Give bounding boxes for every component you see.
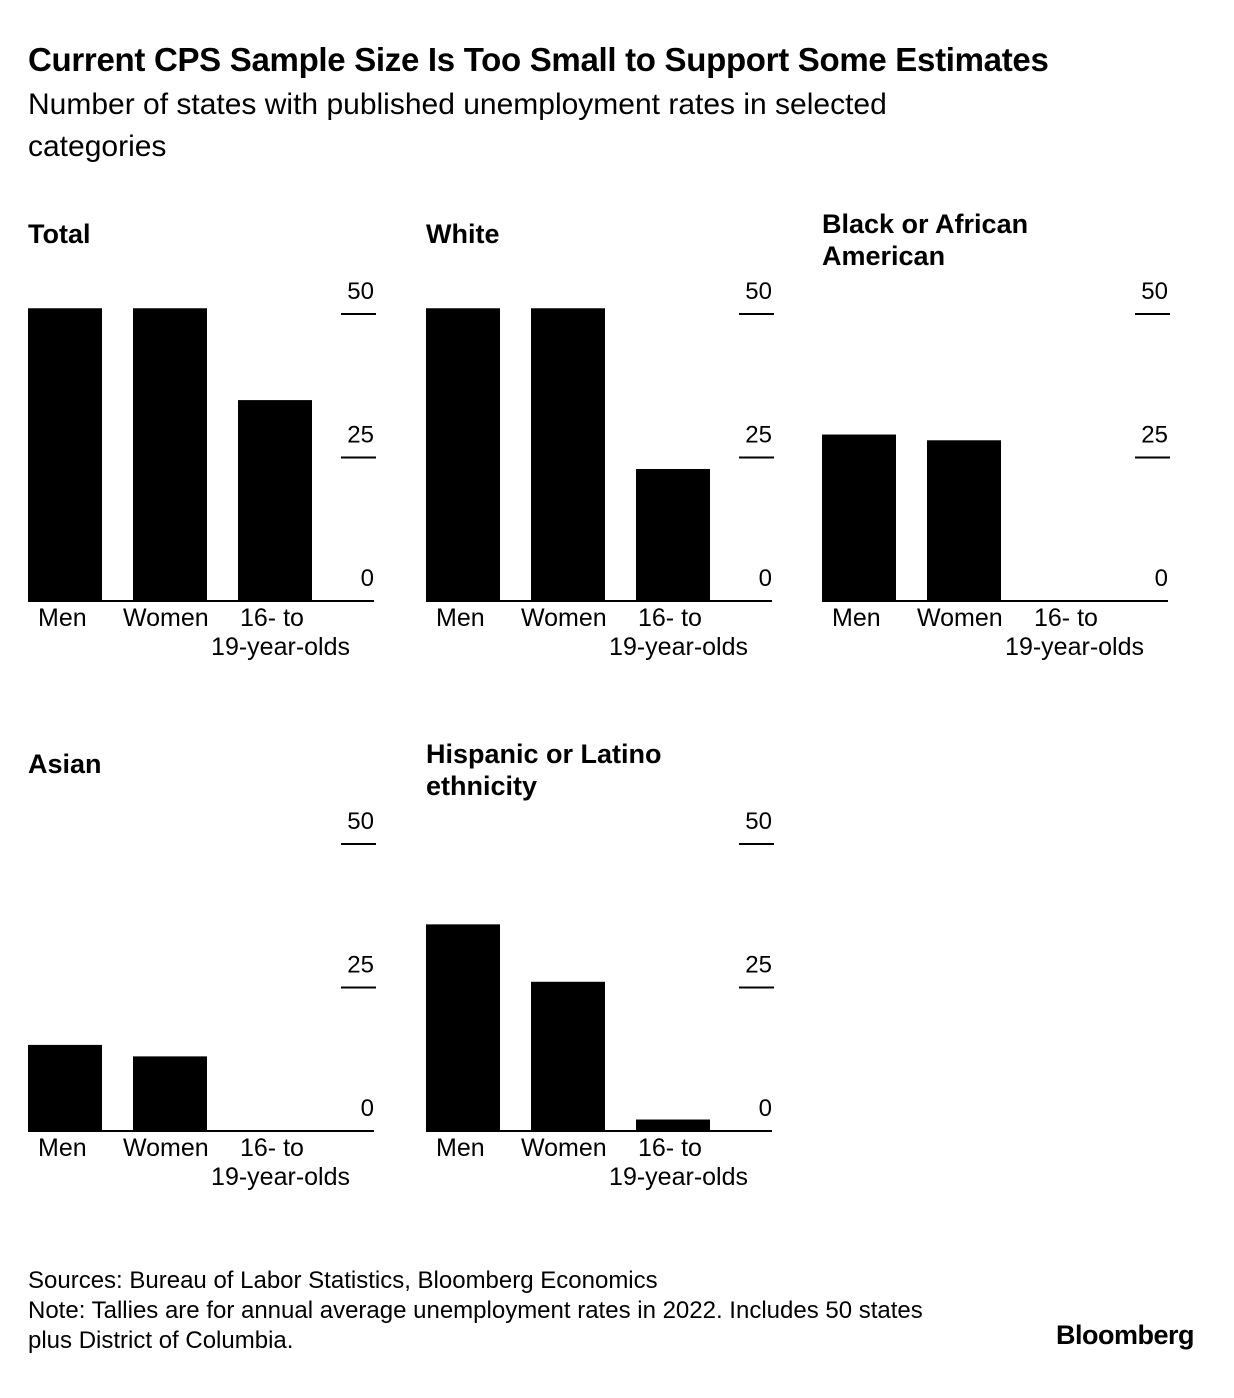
y-tick-label: 0 <box>1155 565 1168 592</box>
panel-title: Black or African American <box>822 209 1029 271</box>
panel-total: Total 50 25 0 Men Women 16- to 19-year-olds <box>28 216 388 661</box>
chart-footer: Sources: Bureau of Labor Statistics, Blo… <box>28 1266 1028 1356</box>
panel-title: Total <box>28 219 91 249</box>
x-tick-label: 16- to 19-year-olds <box>211 604 350 661</box>
y-tick-label: 50 <box>347 808 374 835</box>
x-tick-label: Women <box>917 604 1003 632</box>
chart-subtitle: Number of states with published unemploy… <box>28 88 887 163</box>
bar <box>531 981 605 1131</box>
bar <box>133 1056 207 1131</box>
y-tick-label: 25 <box>1141 422 1168 449</box>
y-tick-label: 25 <box>745 952 772 979</box>
x-tick-label: 16- to 19-year-olds <box>609 1134 748 1191</box>
bar <box>822 434 896 601</box>
x-tick-label: 16- to 19-year-olds <box>1005 604 1144 661</box>
x-tick-label: Men <box>832 604 881 632</box>
sources-text: Sources: Bureau of Labor Statistics, Blo… <box>28 1267 658 1294</box>
y-tick-label: 25 <box>347 422 374 449</box>
bar <box>927 440 1001 601</box>
x-tick-label: Men <box>436 604 485 632</box>
bar <box>133 308 207 601</box>
bar-chart-white: 50 25 0 Men Women 16- to 19-year-olds <box>426 278 774 661</box>
y-tick-label: 50 <box>745 808 772 835</box>
y-tick-label: 0 <box>361 565 374 592</box>
panel-title: Hispanic or Latino ethnicity <box>426 739 662 801</box>
bar <box>426 924 500 1131</box>
y-tick-label: 0 <box>361 1095 374 1122</box>
bloomberg-logo: Bloomberg <box>1055 1320 1195 1350</box>
x-tick-label: Women <box>123 1134 209 1162</box>
chart-title: Current CPS Sample Size Is Too Small to … <box>28 41 1049 78</box>
panel-title: White <box>426 219 500 249</box>
bar-chart-asian: 50 25 0 Men Women 16- to 19-year-olds <box>28 808 376 1191</box>
bar <box>636 1119 710 1131</box>
bar <box>531 308 605 601</box>
bar <box>426 308 500 601</box>
bar <box>28 308 102 601</box>
panel-title: Asian <box>28 749 102 779</box>
note-text: Note: Tallies are for annual average une… <box>28 1297 923 1354</box>
y-tick-label: 25 <box>347 952 374 979</box>
bar <box>28 1044 102 1131</box>
x-tick-label: Women <box>123 604 209 632</box>
bar-chart-total: 50 25 0 Men Women 16- to 19-year-olds <box>28 278 376 661</box>
x-tick-label: 16- to 19-year-olds <box>609 604 748 661</box>
x-tick-label: Men <box>38 604 87 632</box>
panel-hispanic: Hispanic or Latino ethnicity 50 25 0 Men Wom… <box>426 739 786 1191</box>
bar <box>636 468 710 601</box>
bar-chart-black: 50 25 0 Men Women 16- to 19-year-olds <box>822 278 1170 661</box>
y-tick-label: 50 <box>347 278 374 305</box>
panel-black: Black or African American 50 25 0 Men Women 1… <box>822 209 1182 661</box>
x-tick-label: Women <box>521 604 607 632</box>
panel-white: White 50 25 0 Men Women 16- to 19-year-olds <box>426 216 786 661</box>
x-tick-label: Women <box>521 1134 607 1162</box>
x-tick-label: Men <box>436 1134 485 1162</box>
x-tick-label: Men <box>38 1134 87 1162</box>
y-tick-label: 50 <box>745 278 772 305</box>
bar <box>238 400 312 601</box>
panel-asian: Asian 50 25 0 Men Women 16- to 19-year-olds <box>28 746 388 1191</box>
y-tick-label: 25 <box>745 422 772 449</box>
y-tick-label: 0 <box>759 1095 772 1122</box>
y-tick-label: 50 <box>1141 278 1168 305</box>
y-tick-label: 0 <box>759 565 772 592</box>
x-tick-label: 16- to 19-year-olds <box>211 1134 350 1191</box>
bar-chart-hispanic: 50 25 0 Men Women 16- to 19-year-olds <box>426 808 774 1191</box>
